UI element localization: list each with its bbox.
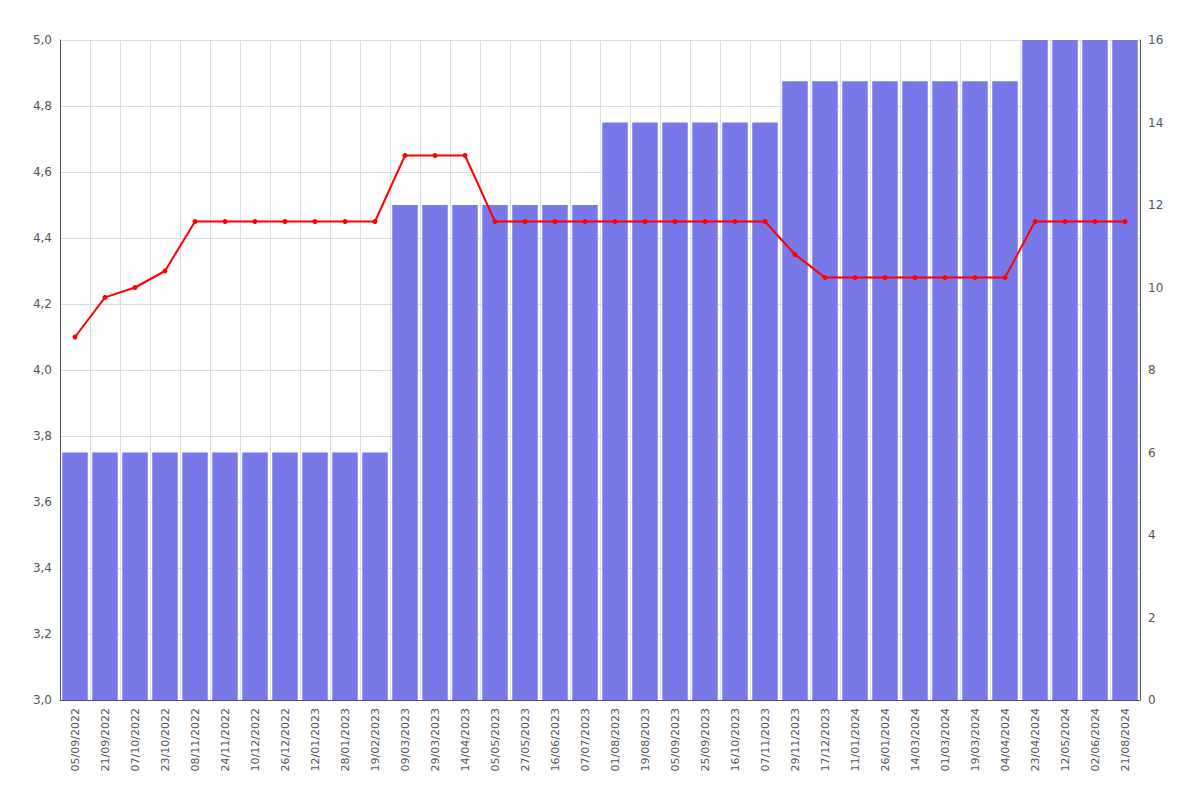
svg-text:29/11/2023: 29/11/2023 bbox=[789, 708, 802, 771]
svg-text:01/08/2023: 01/08/2023 bbox=[609, 708, 622, 771]
svg-text:4: 4 bbox=[1148, 528, 1156, 542]
svg-text:14/04/2023: 14/04/2023 bbox=[459, 708, 472, 771]
svg-text:08/11/2022: 08/11/2022 bbox=[189, 708, 202, 771]
svg-text:25/09/2023: 25/09/2023 bbox=[699, 708, 712, 771]
svg-text:02/06/2024: 02/06/2024 bbox=[1089, 708, 1102, 771]
svg-text:8: 8 bbox=[1148, 363, 1156, 377]
svg-text:07/07/2023: 07/07/2023 bbox=[579, 708, 592, 771]
svg-text:3,4: 3,4 bbox=[33, 561, 52, 575]
svg-text:26/12/2022: 26/12/2022 bbox=[279, 708, 292, 771]
svg-text:3,0: 3,0 bbox=[33, 693, 52, 707]
svg-text:07/10/2022: 07/10/2022 bbox=[129, 708, 142, 771]
svg-text:26/01/2024: 26/01/2024 bbox=[879, 708, 892, 771]
svg-text:10: 10 bbox=[1148, 281, 1163, 295]
svg-text:0: 0 bbox=[1148, 693, 1156, 707]
svg-text:04/04/2024: 04/04/2024 bbox=[999, 708, 1012, 771]
svg-text:07/11/2023: 07/11/2023 bbox=[759, 708, 772, 771]
svg-text:14: 14 bbox=[1148, 116, 1163, 130]
svg-text:2: 2 bbox=[1148, 611, 1156, 625]
svg-text:05/09/2022: 05/09/2022 bbox=[69, 708, 82, 771]
svg-text:4,6: 4,6 bbox=[33, 165, 52, 179]
svg-text:21/09/2022: 21/09/2022 bbox=[99, 708, 112, 771]
svg-text:12: 12 bbox=[1148, 198, 1163, 212]
svg-text:01/03/2024: 01/03/2024 bbox=[939, 708, 952, 771]
svg-text:10/12/2022: 10/12/2022 bbox=[249, 708, 262, 771]
svg-text:19/02/2023: 19/02/2023 bbox=[369, 708, 382, 771]
svg-text:17/12/2023: 17/12/2023 bbox=[819, 708, 832, 771]
svg-text:27/05/2023: 27/05/2023 bbox=[519, 708, 532, 771]
svg-text:16/10/2023: 16/10/2023 bbox=[729, 708, 742, 771]
svg-text:4,8: 4,8 bbox=[33, 99, 52, 113]
svg-text:21/08/2024: 21/08/2024 bbox=[1119, 708, 1132, 771]
svg-text:4,4: 4,4 bbox=[33, 231, 52, 245]
svg-text:4,2: 4,2 bbox=[33, 297, 52, 311]
svg-text:05/09/2023: 05/09/2023 bbox=[669, 708, 682, 771]
svg-text:3,6: 3,6 bbox=[33, 495, 52, 509]
svg-text:6: 6 bbox=[1148, 446, 1156, 460]
svg-text:3,2: 3,2 bbox=[33, 627, 52, 641]
svg-text:28/01/2023: 28/01/2023 bbox=[339, 708, 352, 771]
svg-text:12/01/2023: 12/01/2023 bbox=[309, 708, 322, 771]
svg-text:23/04/2024: 23/04/2024 bbox=[1029, 708, 1042, 771]
svg-text:14/03/2024: 14/03/2024 bbox=[909, 708, 922, 771]
svg-text:16/06/2023: 16/06/2023 bbox=[549, 708, 562, 771]
svg-text:19/08/2023: 19/08/2023 bbox=[639, 708, 652, 771]
svg-text:5,0: 5,0 bbox=[33, 33, 52, 47]
svg-text:05/05/2023: 05/05/2023 bbox=[489, 708, 502, 771]
svg-text:16: 16 bbox=[1148, 33, 1163, 47]
svg-text:3,8: 3,8 bbox=[33, 429, 52, 443]
svg-text:09/03/2023: 09/03/2023 bbox=[399, 708, 412, 771]
svg-text:11/01/2024: 11/01/2024 bbox=[849, 708, 862, 771]
svg-text:12/05/2024: 12/05/2024 bbox=[1059, 708, 1072, 771]
svg-text:23/10/2022: 23/10/2022 bbox=[159, 708, 172, 771]
svg-text:29/03/2023: 29/03/2023 bbox=[429, 708, 442, 771]
svg-text:4,0: 4,0 bbox=[33, 363, 52, 377]
svg-text:24/11/2022: 24/11/2022 bbox=[219, 708, 232, 771]
svg-text:19/03/2024: 19/03/2024 bbox=[969, 708, 982, 771]
